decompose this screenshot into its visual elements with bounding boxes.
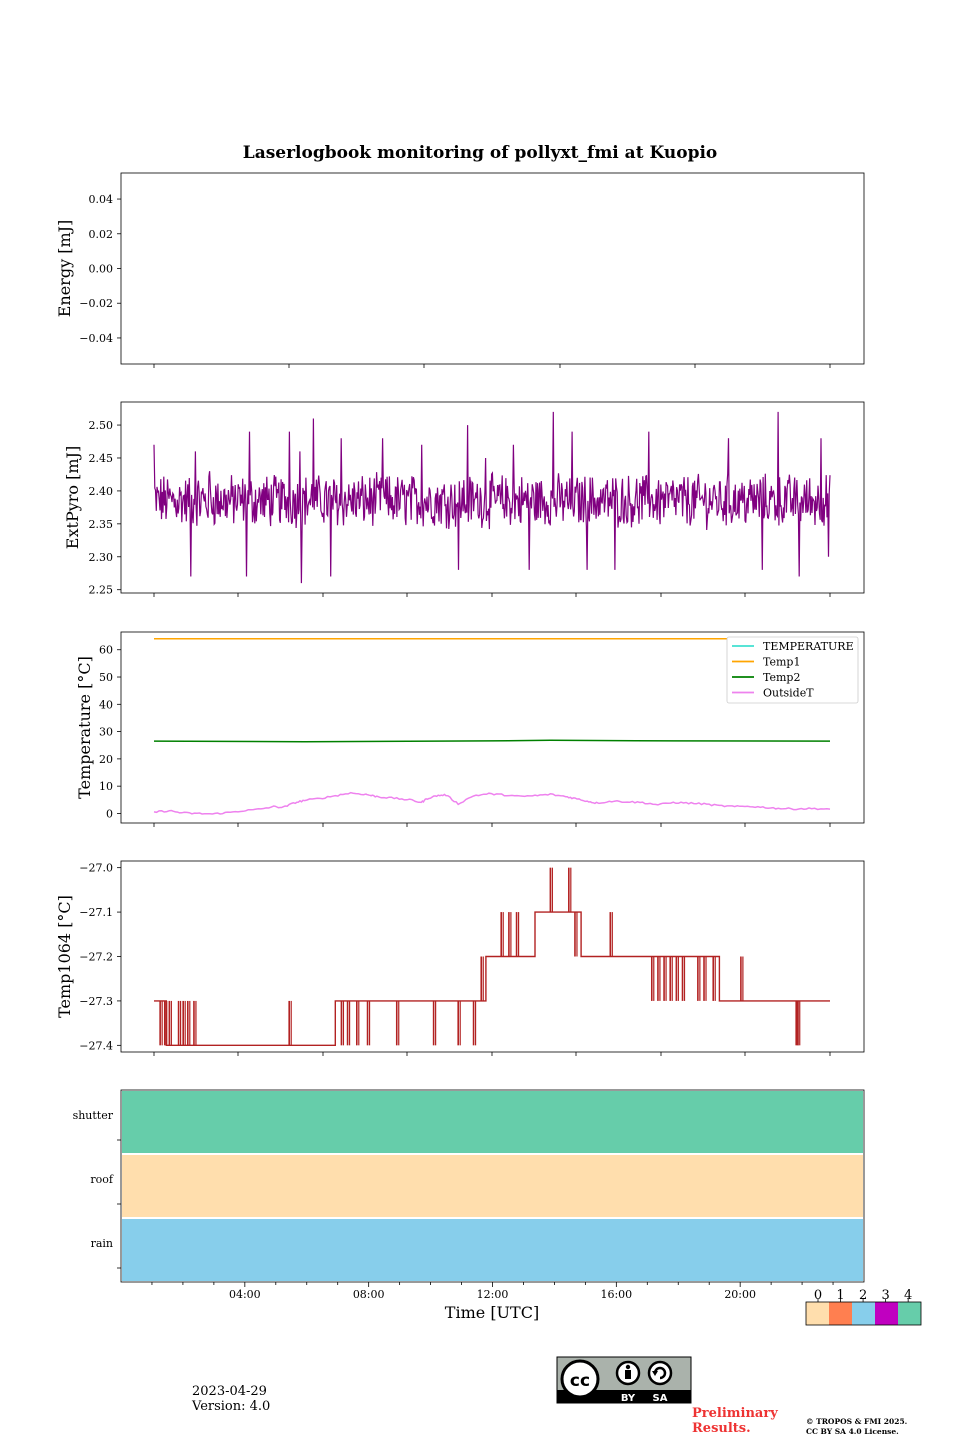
colorbar-frame <box>805 1301 922 1326</box>
energy-panel: 0.04 0.02 0.00 −0.02 −0.04 Energy [mJ] <box>55 172 865 368</box>
status-row-shutter <box>120 1089 865 1155</box>
y-tick-label: 2.30 <box>89 551 114 564</box>
y-tick-label: 0.04 <box>89 193 114 206</box>
cc-logo-icon <box>560 1359 600 1399</box>
y-axis-label: Temp1064 [°C] <box>55 895 74 1018</box>
preliminary-line2: Results. <box>692 1421 751 1436</box>
plot-area <box>120 172 865 365</box>
version-label: Version: 4.0 <box>192 1399 271 1414</box>
y-tick-label: 20 <box>99 753 113 766</box>
y-tick-label: 10 <box>99 780 113 793</box>
date-label: 2023-04-29 <box>192 1384 267 1399</box>
colorbar-tick-label: 3 <box>881 1288 889 1303</box>
y-tick-label: 2.35 <box>89 518 114 531</box>
cc-logo-text: cc <box>570 1371 590 1391</box>
legend-entry: Temp1 <box>763 656 800 669</box>
x-tick-label: 08:00 <box>353 1288 385 1301</box>
legend-entry: TEMPERATURE <box>763 640 854 653</box>
x-tick-label: 20:00 <box>724 1288 756 1301</box>
y-axis-label: Energy [mJ] <box>55 220 74 318</box>
colorbar-swatch <box>852 1302 875 1325</box>
x-tick-label: 12:00 <box>477 1288 509 1301</box>
y-tick-label: 50 <box>99 671 113 684</box>
colorbar-swatch <box>898 1302 921 1325</box>
colorbar-tick-label: 2 <box>859 1288 867 1303</box>
footer-info: 2023-04-29 Version: 4.0 <box>192 1384 270 1414</box>
legend-entry: OutsideT <box>763 687 814 700</box>
y-tick-label: −0.02 <box>79 297 113 310</box>
y-axis-label: Temperature [°C] <box>75 656 94 799</box>
y-tick-label: 30 <box>99 726 113 739</box>
extpyro-panel: 2.50 2.45 2.40 2.35 2.30 2.25 ExtPyro [mJ] <box>63 401 865 597</box>
y-tick-label: −0.04 <box>79 332 113 345</box>
y-tick-label: 0.02 <box>89 228 114 241</box>
colorbar-swatch <box>806 1302 829 1325</box>
y-tick-label: 40 <box>99 698 113 711</box>
colorbar-tick-label: 1 <box>836 1288 844 1303</box>
y-tick-label: 0.00 <box>89 263 114 276</box>
y-tick-label: −27.4 <box>79 1039 113 1052</box>
copyright-line1: © TROPOS & FMI 2025. <box>806 1417 908 1426</box>
temp1064-panel: −27.0 −27.1 −27.2 −27.3 −27.4 Temp1064 [°C] <box>55 860 865 1056</box>
share-alike-icon <box>647 1360 673 1386</box>
legend-entry: Temp2 <box>763 671 800 684</box>
copyright-note: © TROPOS & FMI 2025. CC BY SA 4.0 Licens… <box>806 1417 907 1437</box>
legend-box <box>726 636 859 704</box>
x-tick-label: 16:00 <box>600 1288 632 1301</box>
x-tick-label: 04:00 <box>229 1288 261 1301</box>
status-row-roof <box>120 1153 865 1219</box>
row-label: roof <box>90 1173 114 1186</box>
status-row-rain <box>120 1217 865 1283</box>
extpyro-series-line <box>153 411 831 584</box>
temperature-panel: 60 50 40 30 20 10 0 Temperature [°C] TEMPERATURE… <box>75 631 865 827</box>
colorbar-tick-label: 4 <box>904 1288 912 1303</box>
y-axis-label: ExtPyro [mJ] <box>63 446 82 549</box>
series-line-temp2 <box>153 739 831 743</box>
series-line-outsidet <box>153 791 831 815</box>
y-tick-label: −27.2 <box>79 951 113 964</box>
colorbar-tick-label: 0 <box>814 1288 822 1303</box>
y-tick-label: 2.25 <box>89 584 114 597</box>
status-panel: shutter roof rain 04:00 08:00 12:00 16:00 20:00… <box>73 1089 865 1322</box>
y-tick-label: −27.1 <box>79 906 113 919</box>
y-tick-label: −27.3 <box>79 995 113 1008</box>
copyright-line2: CC BY SA 4.0 License. <box>806 1427 899 1436</box>
x-axis-label: Time [UTC] <box>445 1303 539 1322</box>
by-label: BY <box>621 1393 636 1404</box>
y-tick-label: 0 <box>106 807 113 820</box>
y-tick-label: 60 <box>99 644 113 657</box>
colorbar-swatch <box>829 1302 852 1325</box>
y-tick-label: −27.0 <box>79 862 113 875</box>
y-tick-label: 2.45 <box>89 452 114 465</box>
row-label: shutter <box>73 1109 114 1122</box>
sa-label: SA <box>653 1393 668 1404</box>
y-tick-label: 2.40 <box>89 485 114 498</box>
row-label: rain <box>91 1237 113 1250</box>
preliminary-note: Preliminary Results. <box>692 1406 778 1436</box>
preliminary-line1: Preliminary <box>692 1406 778 1421</box>
chart-title: Laserlogbook monitoring of pollyxt_fmi a… <box>243 143 718 163</box>
cc-license-badge[interactable]: cc BY SA <box>556 1356 692 1404</box>
legend: TEMPERATURE Temp1 Temp2 OutsideT <box>726 636 859 704</box>
y-tick-label: 2.50 <box>89 419 114 432</box>
colorbar-swatch <box>875 1302 898 1325</box>
